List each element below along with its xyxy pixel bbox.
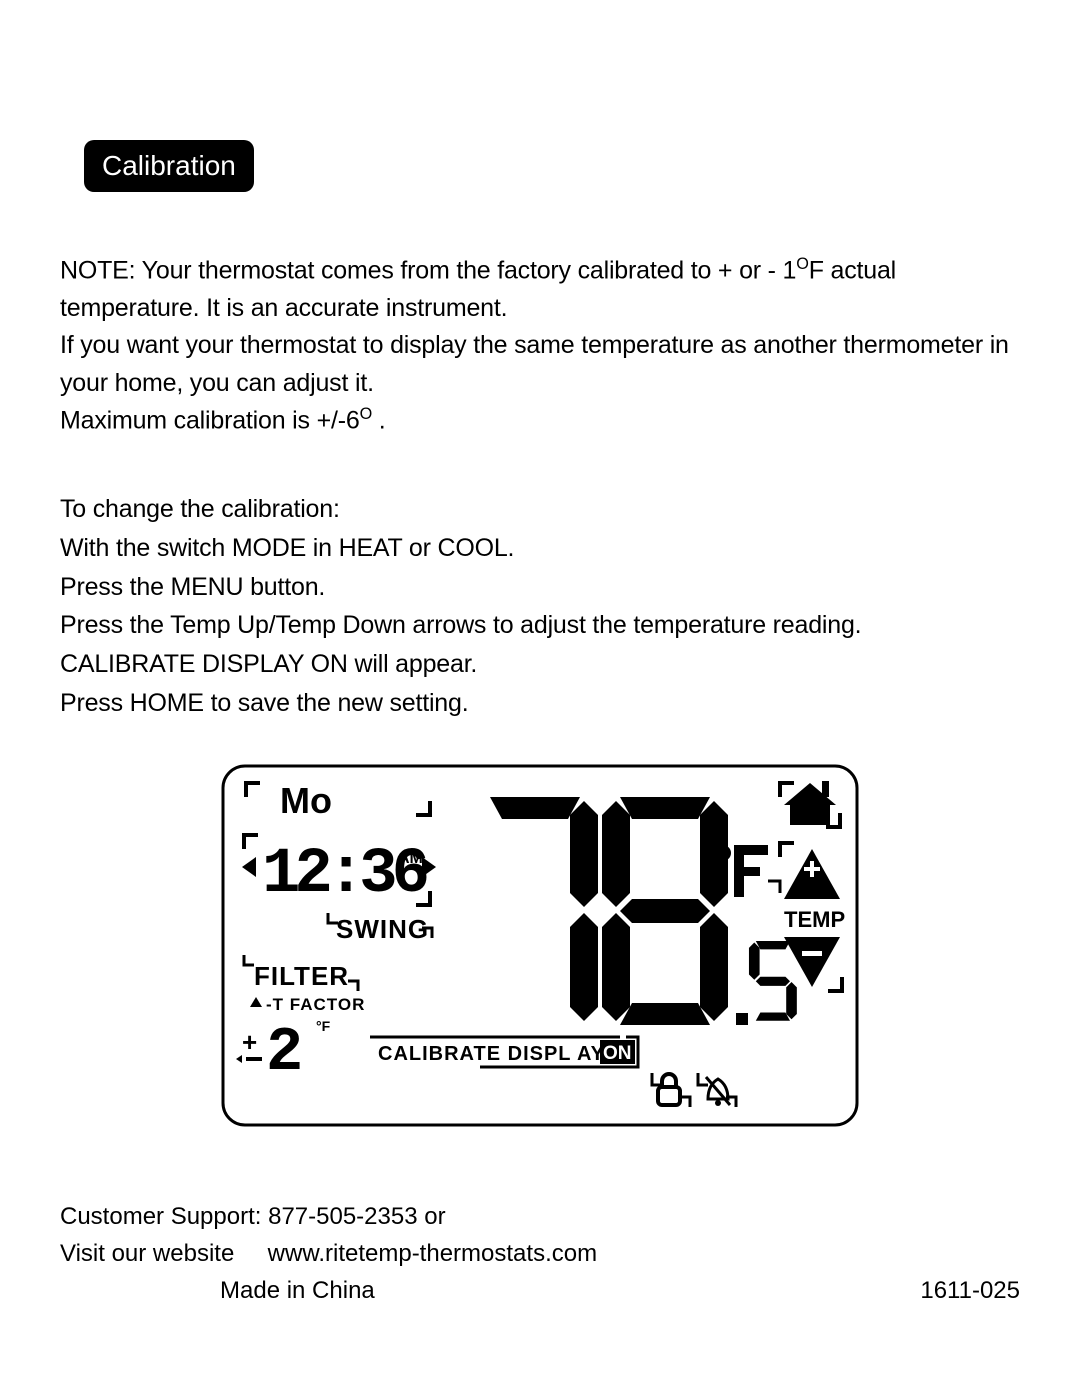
footer-website-url: www.ritetemp-thermostats.com (268, 1240, 597, 1267)
lcd-tf-unit: °F (316, 1018, 331, 1034)
lcd-swing: SWING (336, 914, 429, 944)
note-line3a: Maximum calibration is +/-6 (60, 407, 360, 435)
lcd-temp-label: TEMP (784, 907, 845, 932)
step-6: Press HOME to save the new setting. (60, 689, 468, 717)
footer: Customer Support: 877-505-2353 or Visit … (60, 1198, 1020, 1310)
lcd-illustration: Mo 12:36 AM SWING FILTER -T FACTOR °F + … (220, 763, 860, 1128)
steps-paragraph: To change the calibration: With the swit… (60, 490, 1020, 723)
note-line3-sup: O (360, 405, 372, 423)
note-line1a: NOTE: Your thermostat comes from the fac… (60, 256, 796, 284)
note-line3b: . (372, 407, 386, 435)
step-5: CALIBRATE DISPLAY ON will appear. (60, 650, 477, 678)
lcd-tf-val: 2 (266, 1017, 303, 1088)
lcd-tfactor: -T FACTOR (266, 995, 365, 1014)
lcd-ampm: AM (398, 850, 423, 867)
footer-website-label: Visit our website (60, 1240, 234, 1267)
lcd-day: Mo (280, 780, 332, 821)
footer-made: Made in China (220, 1272, 375, 1309)
note-line1-sup: O (796, 255, 808, 273)
lcd-calibrate-label: CALIBRATE DISPL AY (378, 1043, 605, 1065)
step-2: With the switch MODE in HEAT or COOL. (60, 534, 514, 562)
footer-partno: 1611-025 (920, 1272, 1020, 1309)
note-line2: If you want your thermostat to display t… (60, 331, 1009, 397)
lcd-filter: FILTER (254, 961, 349, 991)
step-1: To change the calibration: (60, 495, 340, 523)
footer-support: Customer Support: 877-505-2353 or (60, 1198, 1020, 1235)
step-4: Press the Temp Up/Temp Down arrows to ad… (60, 611, 861, 639)
step-3: Press the MENU button. (60, 573, 325, 601)
note-paragraph: NOTE: Your thermostat comes from the fac… (60, 252, 1020, 440)
svg-text:+: + (242, 1027, 257, 1057)
lcd-calibrate-on: ON (603, 1043, 632, 1064)
section-badge: Calibration (84, 140, 254, 192)
